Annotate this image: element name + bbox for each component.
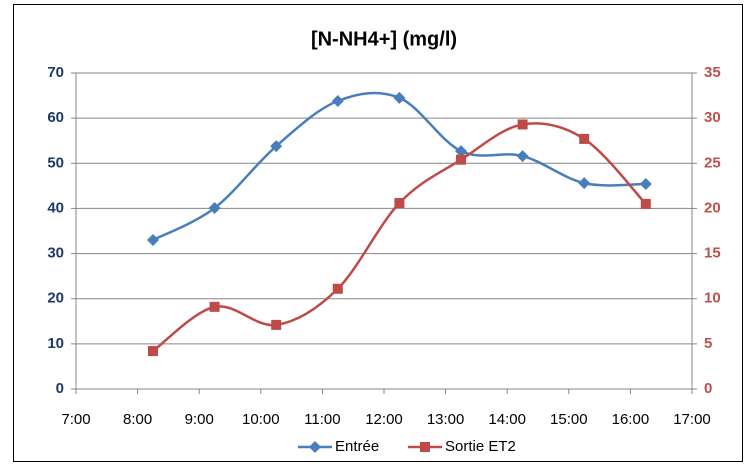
y2-tick-label: 20 <box>704 199 721 216</box>
marker <box>208 201 221 214</box>
marker <box>209 301 220 312</box>
x-tick-label: 14:00 <box>488 411 526 428</box>
x-tick-label: 13:00 <box>427 411 465 428</box>
marker <box>516 150 529 163</box>
legend-label: Sortie ET2 <box>445 438 516 455</box>
x-tick-label: 9:00 <box>185 411 214 428</box>
y2-tick-label: 15 <box>704 245 721 262</box>
x-tick-label: 12:00 <box>365 411 403 428</box>
y2-tick-label: 0 <box>704 380 712 397</box>
marker <box>270 140 283 153</box>
x-tick-label: 8:00 <box>123 411 152 428</box>
marker <box>579 133 590 144</box>
x-tick-label: 10:00 <box>242 411 280 428</box>
marker <box>455 145 467 158</box>
marker <box>393 91 406 104</box>
marker <box>147 234 159 247</box>
x-tick-label: 7:00 <box>61 411 90 428</box>
x-tick-label: 11:00 <box>304 411 340 428</box>
x-tick-label: 17:00 <box>673 411 711 428</box>
y2-tick-label: 10 <box>704 290 721 307</box>
chart-title: [N-NH4+] (mg/l) <box>311 28 457 50</box>
y-tick-label: 70 <box>47 64 64 81</box>
y2-tick-label: 30 <box>704 109 721 126</box>
y-tick-label: 0 <box>56 380 64 397</box>
marker <box>517 119 528 130</box>
y-tick-label: 60 <box>47 109 64 126</box>
marker <box>456 154 466 165</box>
y-tick-label: 20 <box>47 290 64 307</box>
marker <box>332 283 343 294</box>
y-tick-label: 40 <box>47 199 64 216</box>
marker <box>640 198 651 209</box>
legend-label: Entrée <box>335 438 379 455</box>
x-tick-label: 16:00 <box>612 411 650 428</box>
marker <box>148 346 158 357</box>
legend-marker <box>420 442 430 452</box>
x-tick-label: 15:00 <box>550 411 588 428</box>
marker <box>578 177 591 190</box>
y2-tick-label: 25 <box>704 154 721 171</box>
marker <box>639 178 652 191</box>
y2-tick-label: 5 <box>704 335 712 352</box>
marker <box>271 319 282 330</box>
y-tick-label: 50 <box>47 154 64 171</box>
marker <box>394 198 405 209</box>
legend-marker <box>309 441 321 453</box>
y-tick-label: 30 <box>47 245 64 262</box>
y-tick-label: 10 <box>47 335 64 352</box>
y2-tick-label: 35 <box>704 64 721 81</box>
marker <box>331 94 344 107</box>
